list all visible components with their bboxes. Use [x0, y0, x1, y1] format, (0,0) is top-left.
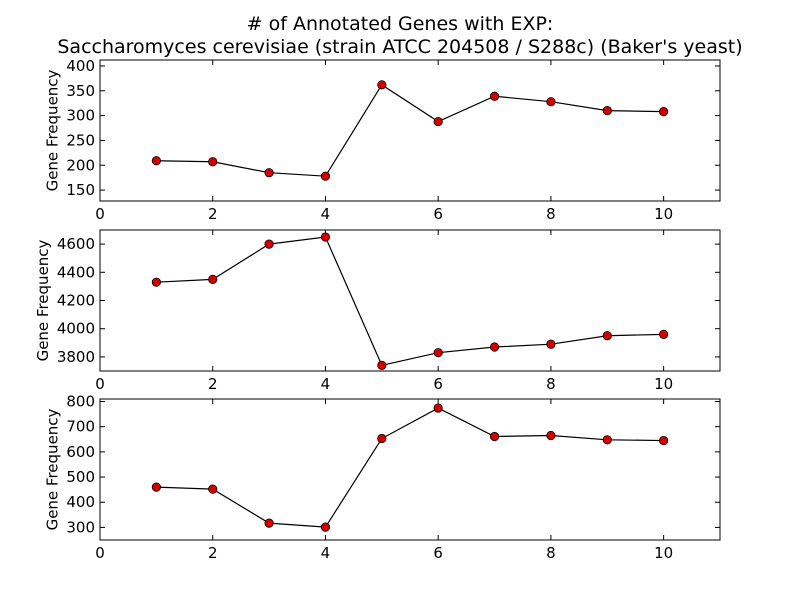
data-point: [208, 484, 218, 494]
axes-frame: [99, 229, 721, 372]
y-tick-label: 4600: [57, 235, 95, 253]
x-tick-label: 4: [321, 375, 331, 393]
x-tick-label: 2: [208, 375, 218, 393]
y-tick-label: 700: [66, 418, 95, 436]
x-tick-label: 2: [208, 544, 218, 562]
data-point: [659, 435, 669, 446]
series-line: [156, 83, 664, 177]
y-tick-label: 400: [66, 57, 95, 75]
x-tick-label: 10: [654, 544, 673, 562]
y-axis-label: Gene Frequency: [44, 69, 62, 191]
x-tick-label: 0: [95, 544, 105, 562]
data-point: [264, 239, 274, 249]
data-point: [264, 168, 274, 178]
data-point: [151, 482, 161, 492]
y-tick-label: 500: [66, 468, 95, 486]
data-point: [433, 116, 443, 127]
data-point: [659, 329, 669, 339]
y-tick-label: 600: [66, 443, 95, 461]
x-tick-label: 6: [433, 205, 443, 223]
data-point: [151, 277, 161, 287]
x-tick-label: 8: [546, 375, 556, 393]
y-axis-label: Gene Frequency: [34, 239, 52, 361]
axes-frame: [99, 59, 721, 202]
x-tick-label: 4: [321, 544, 331, 562]
data-point: [433, 403, 443, 413]
data-point: [433, 348, 443, 358]
data-point: [546, 97, 556, 107]
data-point: [208, 274, 218, 284]
data-point: [377, 433, 387, 444]
data-point: [151, 156, 161, 166]
y-axis-label: Gene Frequency: [44, 408, 62, 530]
x-tick-label: 0: [95, 205, 105, 223]
y-tick-label: 400: [66, 493, 95, 511]
data-point: [546, 430, 556, 441]
chart-title-line-2: Saccharomyces cerevisiae (strain ATCC 20…: [57, 36, 743, 58]
series-line: [156, 407, 664, 528]
data-point: [320, 232, 331, 242]
y-tick-label: 4200: [57, 292, 95, 310]
y-tick-label: 150: [66, 181, 95, 199]
data-point: [489, 91, 500, 101]
data-point: [602, 106, 612, 116]
y-tick-label: 200: [66, 156, 95, 174]
data-point: [264, 518, 274, 528]
x-tick-label: 8: [546, 205, 556, 223]
x-tick-label: 6: [433, 375, 443, 393]
x-tick-label: 0: [95, 375, 105, 393]
data-point: [208, 157, 218, 167]
y-tick-label: 350: [66, 82, 95, 100]
data-point: [320, 522, 331, 532]
data-point: [659, 107, 669, 117]
series-line: [156, 236, 664, 367]
data-point: [602, 435, 612, 445]
data-point: [546, 339, 556, 349]
x-tick-label: 10: [654, 205, 673, 223]
y-tick-label: 3800: [57, 348, 95, 366]
x-tick-label: 8: [546, 544, 556, 562]
data-point: [489, 342, 500, 352]
x-tick-label: 2: [208, 205, 218, 223]
x-tick-label: 6: [433, 544, 443, 562]
data-point: [489, 431, 500, 442]
axes-frame: [99, 398, 721, 541]
y-tick-label: 4400: [57, 263, 95, 281]
data-point: [377, 360, 387, 370]
subplot-2: 0 2 4 6 8 10 3800 4000 4200 4400 4600 Gene Frequenc…: [34, 229, 721, 393]
chart-title-line-1: # of Annotated Genes with EXP:: [246, 13, 554, 35]
data-point: [320, 171, 331, 181]
y-tick-label: 300: [66, 107, 95, 125]
data-point: [377, 80, 387, 90]
y-tick-label: 4000: [57, 320, 95, 338]
data-point: [602, 331, 612, 341]
y-tick-label: 250: [66, 131, 95, 149]
y-tick-label: 300: [66, 518, 95, 536]
x-tick-label: 10: [654, 375, 673, 393]
x-tick-label: 4: [321, 205, 331, 223]
y-tick-label: 800: [66, 393, 95, 411]
